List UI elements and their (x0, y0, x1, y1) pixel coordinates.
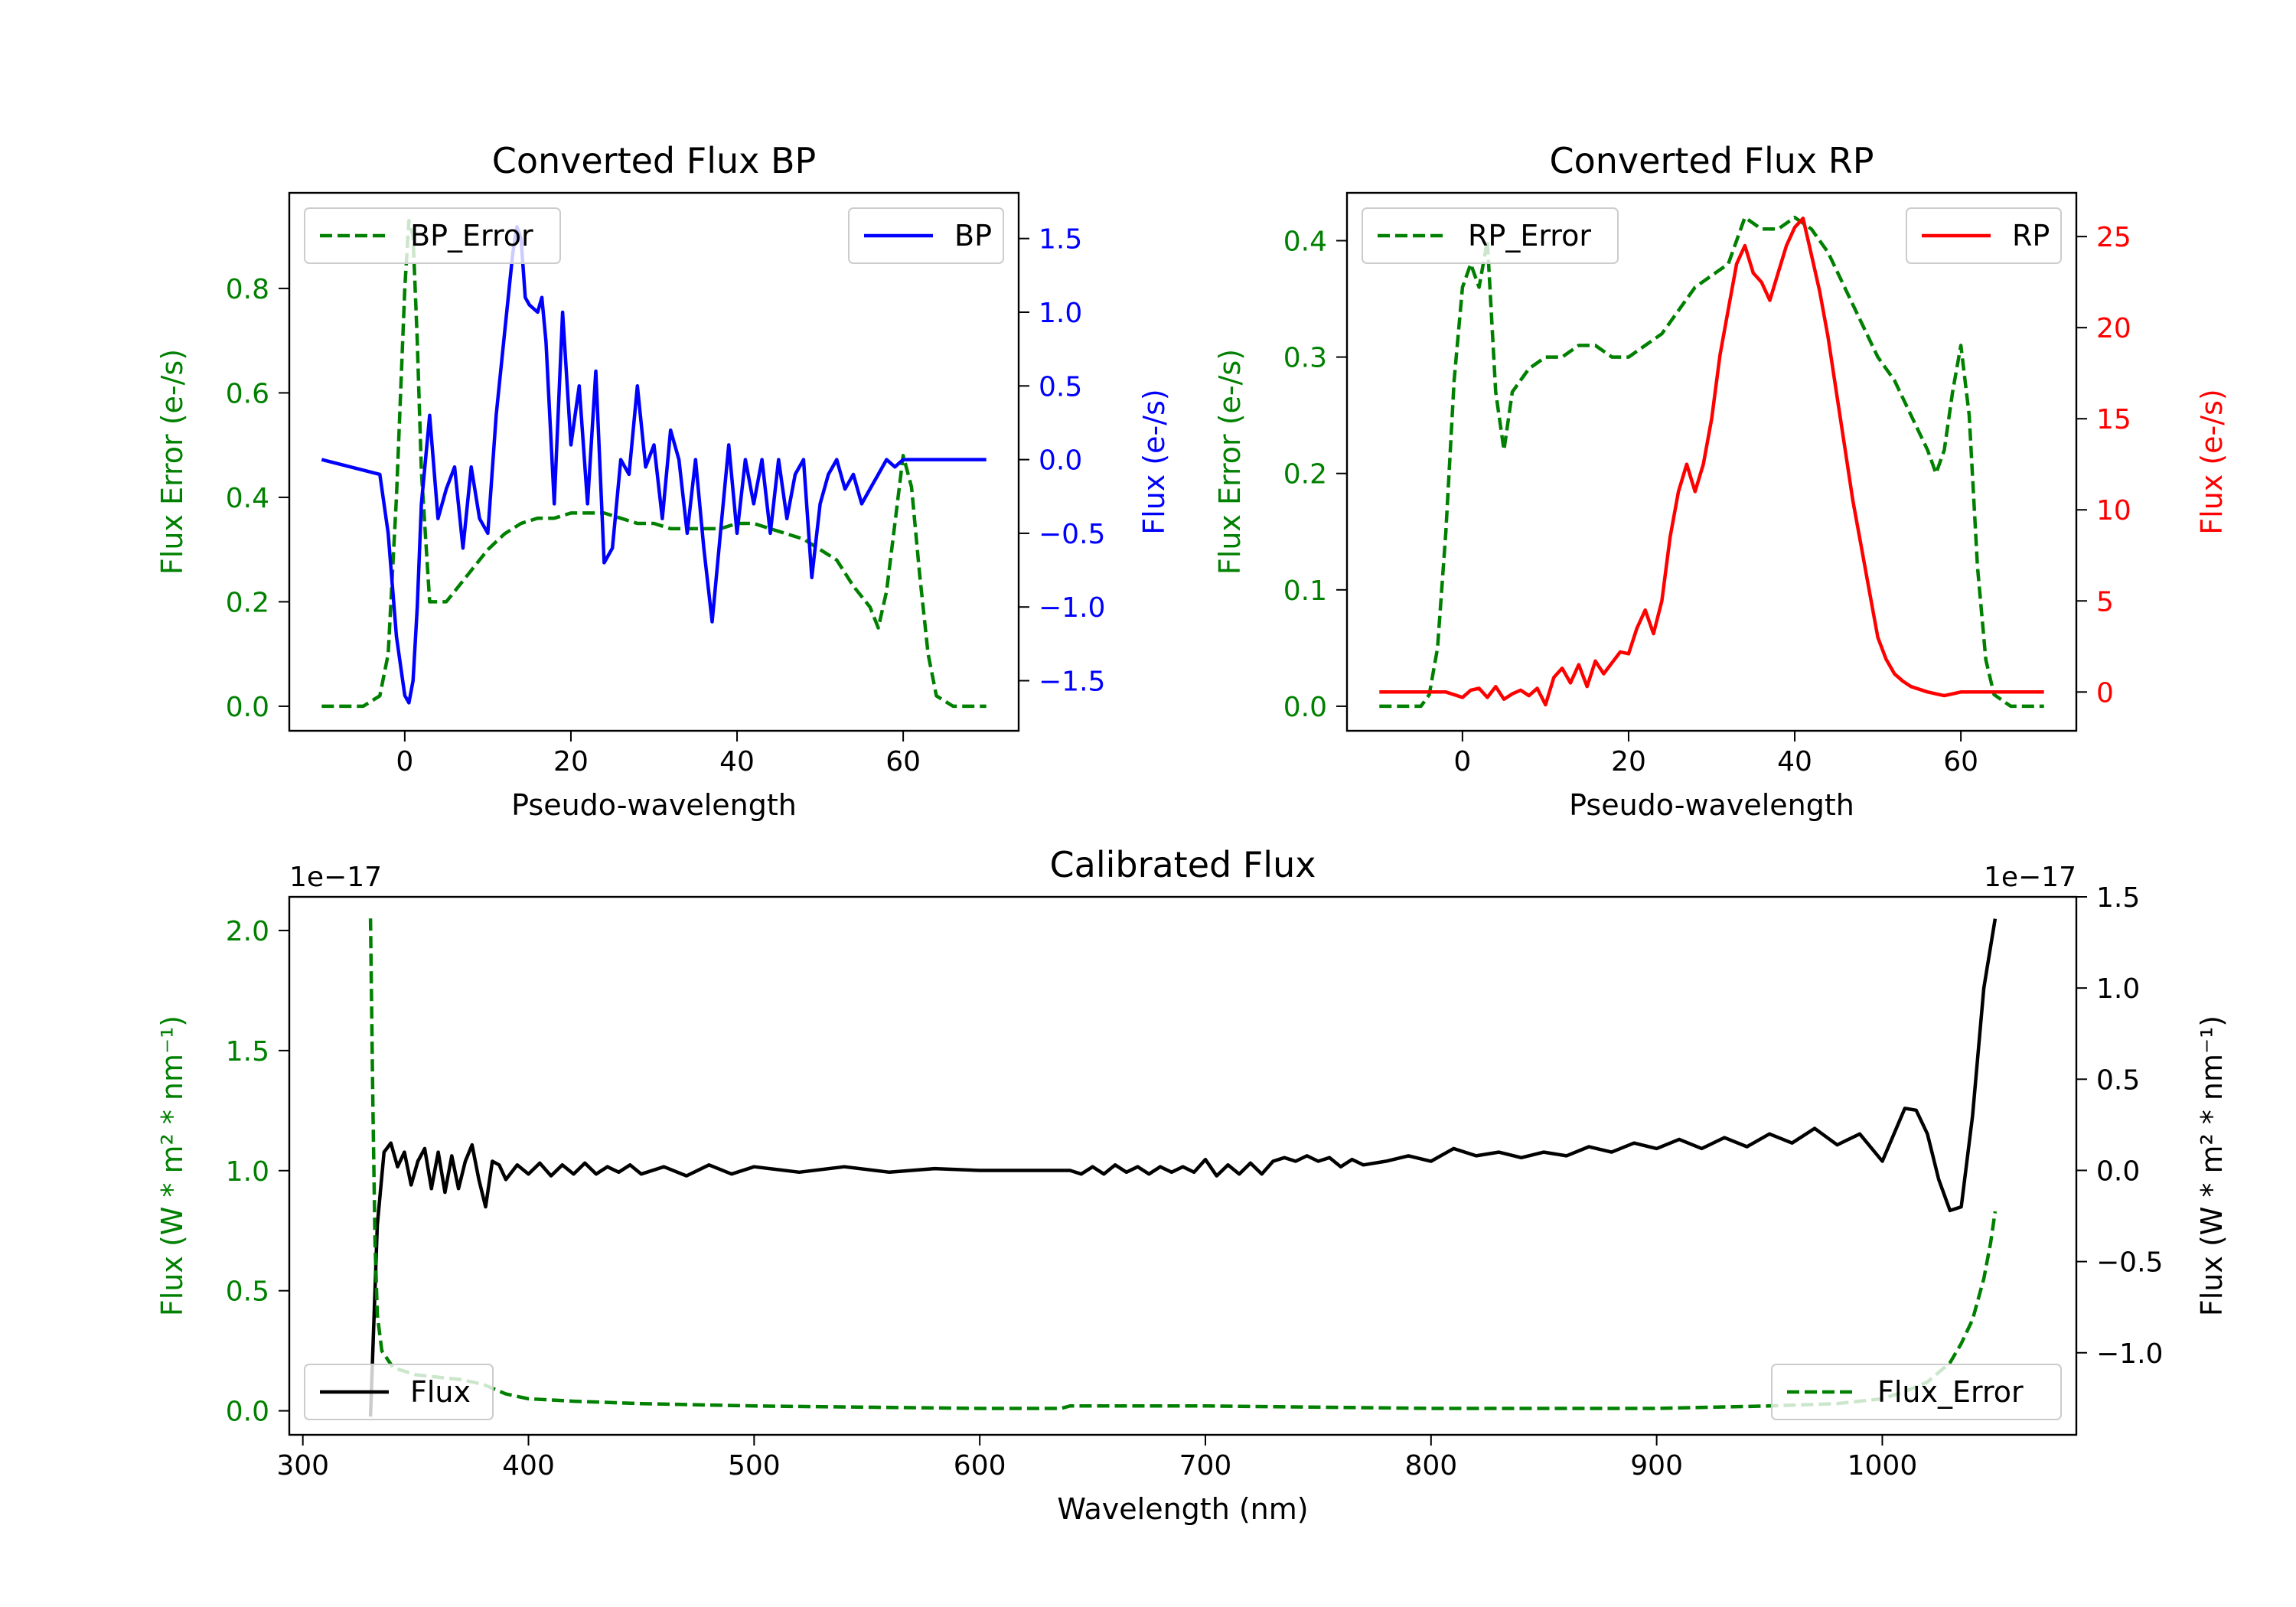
x-tick-label: 700 (1179, 1450, 1232, 1482)
right-axis-label: Flux (e-/s) (2195, 389, 2229, 534)
legend-flux-error: Flux_Error (1771, 1364, 2062, 1420)
x-axis-label: Wavelength (nm) (1057, 1492, 1308, 1526)
chart-bp: Converted Flux BP 0 20 40 60 Pseudo-wavelengt… (155, 140, 1171, 822)
chart-title: Calibrated Flux (1050, 844, 1316, 885)
right-tick-label: 1.0 (2096, 973, 2140, 1005)
legend-box (1771, 1364, 2062, 1420)
x-tick-label: 400 (502, 1450, 555, 1482)
legend-box (304, 1364, 494, 1420)
left-tick-label: 0.6 (226, 378, 269, 409)
x-tick-label: 300 (276, 1450, 329, 1482)
x-tick-label: 40 (1777, 746, 1812, 777)
series-group (321, 218, 987, 709)
left-tick-label: 0.4 (226, 483, 269, 514)
x-axis-label: Pseudo-wavelength (1569, 788, 1854, 822)
right-tick-label: −1.0 (1039, 592, 1105, 624)
x-tick-label: 600 (954, 1450, 1006, 1482)
x-tick-label: 0 (396, 746, 413, 777)
left-tick-label: 0.1 (1283, 575, 1327, 607)
left-axis-label: Flux Error (e-/s) (1213, 349, 1247, 575)
legend-label: BP_Error (410, 219, 533, 253)
chart-title: Converted Flux RP (1550, 140, 1874, 181)
x-tick-label: 20 (1611, 746, 1646, 777)
left-tick-label: 0.2 (226, 587, 269, 618)
right-tick-label: 15 (2096, 404, 2131, 435)
right-tick-label: 0.0 (2096, 1156, 2140, 1187)
right-tick-label: 0 (2096, 677, 2114, 709)
x-tick-label: 60 (1943, 746, 1978, 777)
legend-flux: Flux (304, 1364, 494, 1420)
x-tick-label: 60 (885, 746, 921, 777)
legend-label: Flux (410, 1375, 471, 1409)
series-group (1379, 215, 2044, 709)
chart-title: Converted Flux BP (492, 140, 817, 181)
left-axis-label: Flux (W * m² * nm⁻¹) (155, 1015, 189, 1316)
left-tick-label: 2.0 (226, 916, 269, 947)
left-tick-label: 0.5 (226, 1276, 269, 1308)
right-tick-label: 0.0 (1039, 445, 1082, 477)
legend-bp-error: BP_Error (304, 207, 561, 264)
legend-label: RP (2012, 219, 2050, 253)
legend-bp: BP (848, 207, 1004, 264)
legend-rp: RP (1906, 207, 2062, 264)
x-tick-label: 900 (1630, 1450, 1683, 1482)
series-line-rp (1379, 217, 2044, 707)
right-tick-label: 1.5 (2096, 882, 2140, 914)
x-tick-label: 40 (719, 746, 755, 777)
x-axis-label: Pseudo-wavelength (511, 788, 797, 822)
x-tick-label: 0 (1453, 746, 1471, 777)
right-tick-label: 1.5 (1039, 224, 1082, 256)
axes-frame (288, 895, 2078, 1436)
legend-label: Flux_Error (1877, 1375, 2024, 1409)
right-tick-label: 25 (2096, 222, 2131, 253)
left-tick-label: 0.2 (1283, 459, 1327, 491)
x-tick-label: 20 (553, 746, 589, 777)
right-axis-label: Flux (e-/s) (1137, 389, 1171, 534)
x-tick-label: 500 (728, 1450, 781, 1482)
x-tick-label: 800 (1404, 1450, 1457, 1482)
series-line-flux (368, 918, 1998, 1417)
right-offset-text: 1e−17 (1984, 862, 2076, 893)
right-axis-label: Flux (W * m² * nm⁻¹) (2195, 1015, 2229, 1316)
left-tick-label: 0.0 (226, 1397, 269, 1428)
right-tick-label: −0.5 (1039, 519, 1105, 550)
right-tick-label: −1.0 (2096, 1338, 2163, 1370)
left-tick-label: 0.8 (226, 274, 269, 305)
x-tick-label: 1000 (1848, 1450, 1918, 1482)
axes-frame (1345, 191, 2078, 732)
axes-frame (288, 191, 1020, 732)
right-tick-label: −1.5 (1039, 667, 1105, 698)
right-tick-label: 0.5 (1039, 371, 1082, 403)
left-axis-label: Flux Error (e-/s) (155, 349, 189, 575)
left-offset-text: 1e−17 (289, 862, 382, 893)
left-tick-label: 0.0 (226, 692, 269, 723)
right-tick-label: 1.0 (1039, 298, 1082, 329)
chart-cal: Calibrated Flux 300 400 500 600 700 800 900 1000… (155, 844, 2229, 1526)
legend-label: BP (954, 219, 992, 253)
left-tick-label: 0.0 (1283, 692, 1327, 723)
series-group (368, 918, 1998, 1417)
chart-rp: Converted Flux RP 0 20 40 60 Pseudo-wavelengt… (1213, 140, 2229, 822)
left-tick-label: 1.0 (226, 1156, 269, 1188)
legend-box (1362, 207, 1619, 264)
legend-rp-error: RP_Error (1362, 207, 1619, 264)
series-line-bp-error (321, 218, 987, 709)
left-tick-label: 0.4 (1283, 227, 1327, 258)
legend-label: RP_Error (1468, 219, 1591, 253)
series-line-flux-error (368, 918, 1998, 1410)
right-tick-label: −0.5 (2096, 1247, 2163, 1279)
right-tick-label: 10 (2096, 495, 2131, 526)
right-tick-label: 20 (2096, 313, 2131, 344)
legend-box (304, 207, 561, 264)
right-tick-label: 5 (2096, 586, 2114, 618)
right-tick-label: 0.5 (2096, 1064, 2140, 1096)
left-tick-label: 1.5 (226, 1036, 269, 1068)
series-line-bp (321, 225, 987, 705)
left-tick-label: 0.3 (1283, 343, 1327, 374)
series-line-rp-error (1379, 215, 2044, 709)
